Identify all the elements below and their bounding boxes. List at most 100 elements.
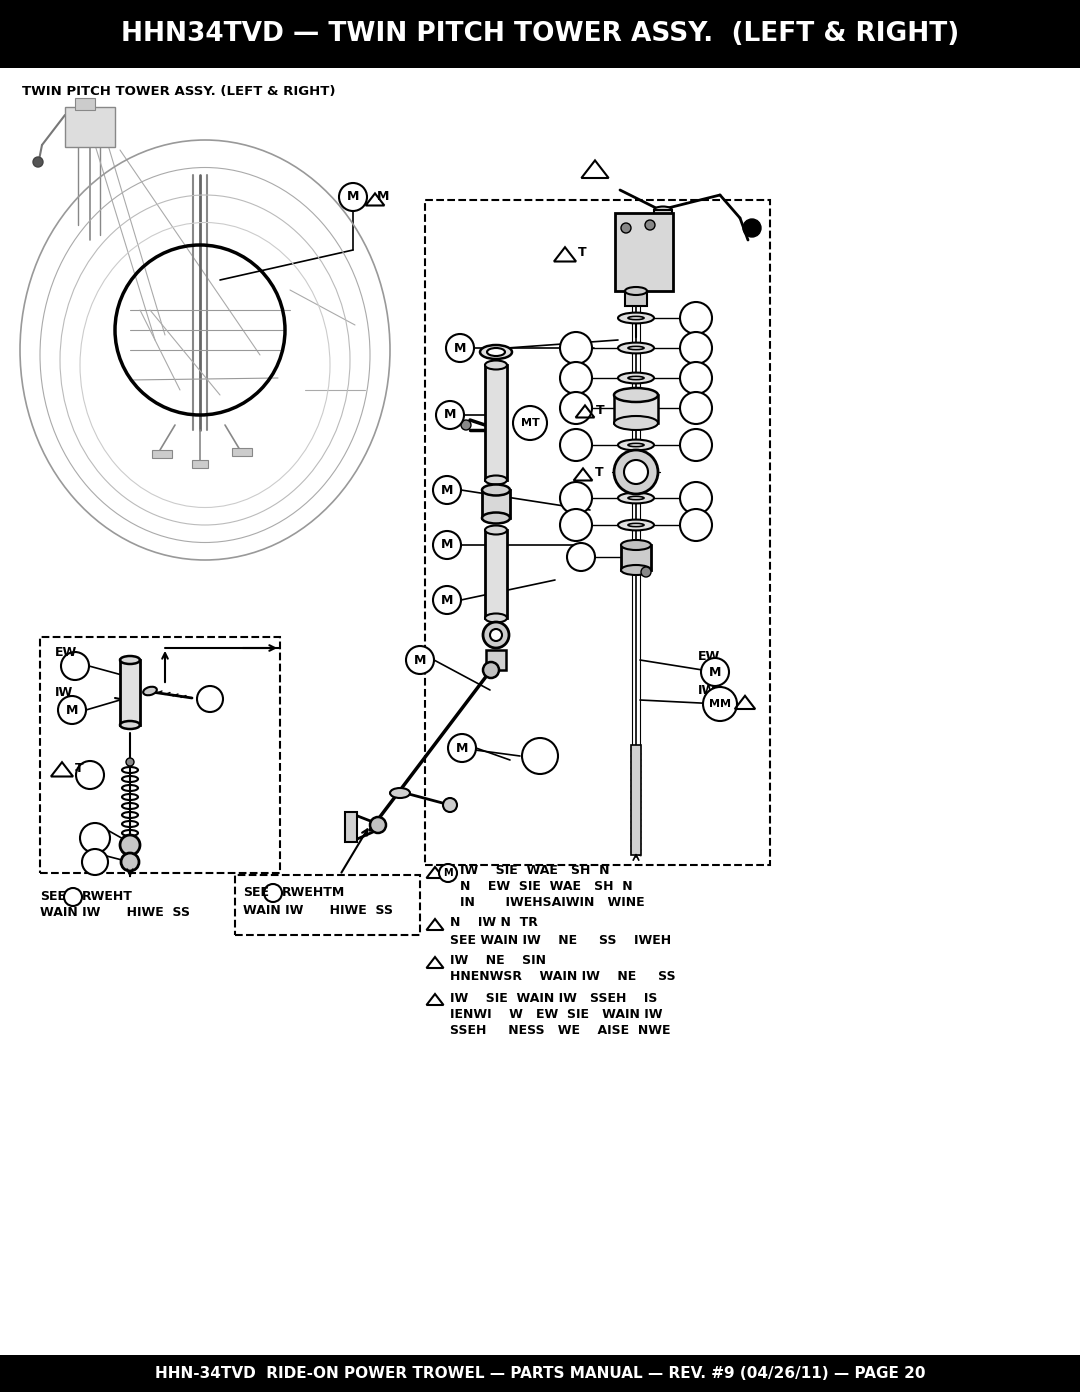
Circle shape: [621, 224, 631, 233]
Text: IW    NE    SIN: IW NE SIN: [450, 954, 546, 968]
Bar: [625, 291, 647, 306]
Circle shape: [490, 629, 502, 641]
Circle shape: [433, 476, 461, 504]
Text: N    EW  SIE  WAE   SH  N: N EW SIE WAE SH N: [460, 880, 633, 894]
Text: M: M: [456, 742, 469, 754]
Text: RWEHTM: RWEHTM: [282, 887, 346, 900]
Circle shape: [642, 567, 651, 577]
Circle shape: [406, 645, 434, 673]
Ellipse shape: [618, 440, 654, 450]
Text: IN       IWEHSAIWIN   WINE: IN IWEHSAIWIN WINE: [460, 897, 645, 909]
Circle shape: [561, 332, 592, 365]
Circle shape: [33, 156, 43, 168]
Ellipse shape: [627, 316, 644, 320]
Circle shape: [680, 429, 712, 461]
Ellipse shape: [618, 373, 654, 383]
Circle shape: [483, 662, 499, 678]
Ellipse shape: [120, 657, 140, 664]
Text: SEE: SEE: [243, 887, 269, 900]
Ellipse shape: [485, 525, 507, 535]
Text: M: M: [441, 483, 454, 496]
Bar: [426, 200, 770, 865]
Ellipse shape: [627, 524, 644, 527]
Circle shape: [370, 817, 386, 833]
Circle shape: [743, 219, 761, 237]
Bar: [621, 545, 651, 570]
Bar: [345, 812, 357, 842]
Bar: [40, 637, 280, 873]
Ellipse shape: [485, 360, 507, 369]
Circle shape: [436, 401, 464, 429]
Text: M: M: [444, 408, 456, 422]
Text: IENWI    W   EW  SIE   WAIN IW: IENWI W EW SIE WAIN IW: [450, 1007, 662, 1020]
Circle shape: [561, 393, 592, 425]
Circle shape: [446, 334, 474, 362]
Circle shape: [624, 460, 648, 483]
Ellipse shape: [485, 613, 507, 623]
Text: T: T: [595, 465, 604, 479]
Circle shape: [561, 362, 592, 394]
Text: T: T: [75, 761, 83, 774]
Circle shape: [433, 531, 461, 559]
Text: MM: MM: [708, 698, 731, 710]
Ellipse shape: [618, 493, 654, 503]
Circle shape: [680, 393, 712, 425]
Text: M: M: [441, 538, 454, 552]
Text: T: T: [596, 404, 605, 416]
Circle shape: [483, 622, 509, 648]
Bar: [192, 460, 208, 468]
Bar: [75, 98, 95, 110]
Circle shape: [80, 823, 110, 854]
Bar: [482, 490, 510, 518]
Text: WAIN IW      HIWE  SS: WAIN IW HIWE SS: [40, 907, 190, 919]
Ellipse shape: [615, 416, 658, 430]
Circle shape: [448, 733, 476, 761]
Text: IW: IW: [55, 686, 73, 700]
Text: M: M: [454, 341, 467, 355]
Ellipse shape: [621, 564, 651, 576]
Bar: [235, 875, 420, 935]
Ellipse shape: [615, 388, 658, 402]
Text: IW    SIE  WAE   SH  N: IW SIE WAE SH N: [460, 865, 609, 877]
Ellipse shape: [618, 313, 654, 323]
Ellipse shape: [625, 286, 647, 295]
Text: TWIN PITCH TOWER ASSY. (LEFT & RIGHT): TWIN PITCH TOWER ASSY. (LEFT & RIGHT): [22, 85, 336, 99]
Circle shape: [197, 686, 222, 712]
Circle shape: [680, 509, 712, 541]
Bar: [0, 0, 1080, 68]
Ellipse shape: [487, 348, 505, 356]
Bar: [631, 745, 642, 855]
Bar: [120, 659, 140, 725]
Circle shape: [76, 761, 104, 789]
Ellipse shape: [618, 342, 654, 353]
Text: SEE: SEE: [40, 890, 66, 904]
Ellipse shape: [621, 541, 651, 550]
Ellipse shape: [627, 443, 644, 447]
Ellipse shape: [618, 520, 654, 531]
Circle shape: [701, 658, 729, 686]
Circle shape: [264, 884, 282, 902]
Text: HNENWSR    WAIN IW    NE     SS: HNENWSR WAIN IW NE SS: [450, 971, 676, 983]
Circle shape: [339, 183, 367, 211]
Text: HHN-34TVD  RIDE-ON POWER TROWEL — PARTS MANUAL — REV. #9 (04/26/11) — PAGE 20: HHN-34TVD RIDE-ON POWER TROWEL — PARTS M…: [154, 1365, 926, 1380]
Bar: [654, 210, 672, 244]
Ellipse shape: [120, 721, 140, 729]
Text: SEE WAIN IW    NE     SS    IWEH: SEE WAIN IW NE SS IWEH: [450, 933, 671, 947]
Text: M: M: [377, 190, 390, 204]
Ellipse shape: [485, 475, 507, 485]
Text: MT: MT: [521, 418, 539, 427]
Text: IW    SIE  WAIN IW   SSEH    IS: IW SIE WAIN IW SSEH IS: [450, 992, 658, 1004]
Circle shape: [60, 652, 89, 680]
Ellipse shape: [627, 346, 644, 349]
Circle shape: [522, 738, 558, 774]
Circle shape: [438, 863, 457, 882]
Text: N    IW N  TR: N IW N TR: [450, 916, 538, 929]
Circle shape: [567, 543, 595, 571]
Ellipse shape: [144, 687, 157, 696]
Text: RWEHT: RWEHT: [82, 890, 133, 904]
Text: IW: IW: [698, 683, 716, 697]
Circle shape: [561, 482, 592, 514]
Ellipse shape: [482, 485, 510, 496]
Ellipse shape: [480, 345, 512, 359]
Text: M: M: [443, 868, 453, 877]
